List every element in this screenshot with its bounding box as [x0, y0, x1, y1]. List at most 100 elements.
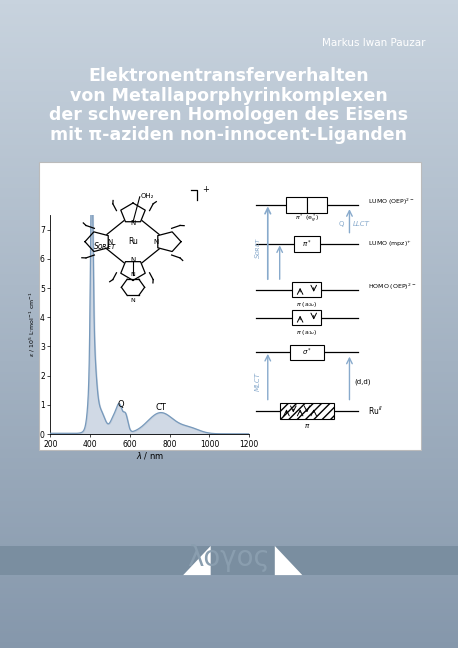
- Bar: [0, 551, 458, 553]
- Bar: [0, 564, 458, 566]
- Bar: [0, 216, 458, 218]
- Bar: [0, 421, 458, 423]
- Bar: [0, 501, 458, 503]
- Bar: [0, 633, 458, 635]
- Bar: [0, 151, 458, 154]
- Bar: [0, 56, 458, 58]
- Bar: [0, 456, 458, 458]
- Bar: [0, 393, 458, 395]
- Y-axis label: $\varepsilon$ / $10^5$ L$\cdot$mol$^{-1}$ cm$^{-1}$: $\varepsilon$ / $10^5$ L$\cdot$mol$^{-1}…: [28, 292, 37, 358]
- Bar: [0, 196, 458, 199]
- Bar: [0, 319, 458, 322]
- Bar: [0, 231, 458, 233]
- Bar: [0, 341, 458, 343]
- Bar: [0, 154, 458, 156]
- Bar: [0, 170, 458, 173]
- Bar: [0, 268, 458, 270]
- Text: N: N: [131, 257, 136, 263]
- Bar: [0, 47, 458, 50]
- Bar: [0, 17, 458, 19]
- Bar: [0, 581, 458, 583]
- Bar: [0, 516, 458, 518]
- Bar: [0, 329, 458, 330]
- Bar: [0, 246, 458, 248]
- Bar: [0, 240, 458, 242]
- Bar: [0, 452, 458, 454]
- Bar: [0, 514, 458, 516]
- Bar: [0, 542, 458, 544]
- Bar: [0, 343, 458, 345]
- Bar: [0, 99, 458, 102]
- Bar: [0, 167, 458, 168]
- Bar: [0, 382, 458, 384]
- Bar: [0, 164, 458, 167]
- Text: λογος: λογος: [188, 544, 270, 572]
- Text: OH₂: OH₂: [141, 193, 154, 199]
- Bar: [0, 287, 458, 290]
- Bar: [0, 579, 458, 581]
- Bar: [0, 318, 458, 319]
- Bar: [0, 253, 458, 255]
- Bar: [0, 592, 458, 594]
- Bar: [0, 510, 458, 512]
- Bar: [0, 419, 458, 421]
- Bar: [0, 290, 458, 292]
- Bar: [0, 614, 458, 616]
- Bar: [0, 553, 458, 555]
- Bar: [0, 503, 458, 505]
- Bar: [0, 481, 458, 484]
- Bar: [0, 21, 458, 24]
- Bar: [0, 248, 458, 251]
- Bar: [0, 201, 458, 203]
- Bar: [0, 378, 458, 380]
- Bar: [0, 143, 458, 145]
- Bar: [0, 11, 458, 13]
- Text: Elektronentransferverhalten: Elektronentransferverhalten: [89, 67, 369, 86]
- Bar: [0, 54, 458, 56]
- Bar: [0, 5, 458, 6]
- Bar: [0, 104, 458, 106]
- Bar: [0, 397, 458, 400]
- Bar: [0, 601, 458, 603]
- Bar: [0, 255, 458, 257]
- Bar: [0, 486, 458, 488]
- Bar: [0, 384, 458, 387]
- Bar: [0, 447, 458, 449]
- Bar: [0, 620, 458, 622]
- Text: N: N: [153, 238, 158, 245]
- Bar: [0, 283, 458, 285]
- Bar: [0, 272, 458, 274]
- Bar: [0, 607, 458, 609]
- Bar: [0, 622, 458, 624]
- Bar: [0, 488, 458, 491]
- Bar: [0, 78, 458, 80]
- Bar: [0, 34, 458, 37]
- Bar: [0, 177, 458, 179]
- Bar: [0, 512, 458, 514]
- Bar: [0, 115, 458, 117]
- Text: (d,d): (d,d): [354, 378, 371, 385]
- Text: Ru: Ru: [128, 237, 138, 246]
- Bar: [290, 345, 324, 360]
- Bar: [0, 37, 458, 39]
- Bar: [0, 147, 458, 149]
- Bar: [0, 26, 458, 28]
- Bar: [0, 298, 458, 300]
- Bar: [0, 546, 458, 575]
- Bar: [0, 395, 458, 397]
- Bar: [0, 244, 458, 246]
- Bar: [0, 50, 458, 52]
- Bar: [0, 194, 458, 196]
- Bar: [0, 590, 458, 592]
- Bar: [0, 635, 458, 637]
- Bar: [0, 207, 458, 209]
- Bar: [0, 205, 458, 207]
- Bar: [0, 149, 458, 151]
- Bar: [0, 294, 458, 296]
- Bar: [0, 2, 458, 5]
- Bar: [0, 274, 458, 277]
- Bar: [0, 192, 458, 194]
- Bar: [0, 525, 458, 527]
- Bar: [0, 365, 458, 367]
- Bar: [0, 181, 458, 183]
